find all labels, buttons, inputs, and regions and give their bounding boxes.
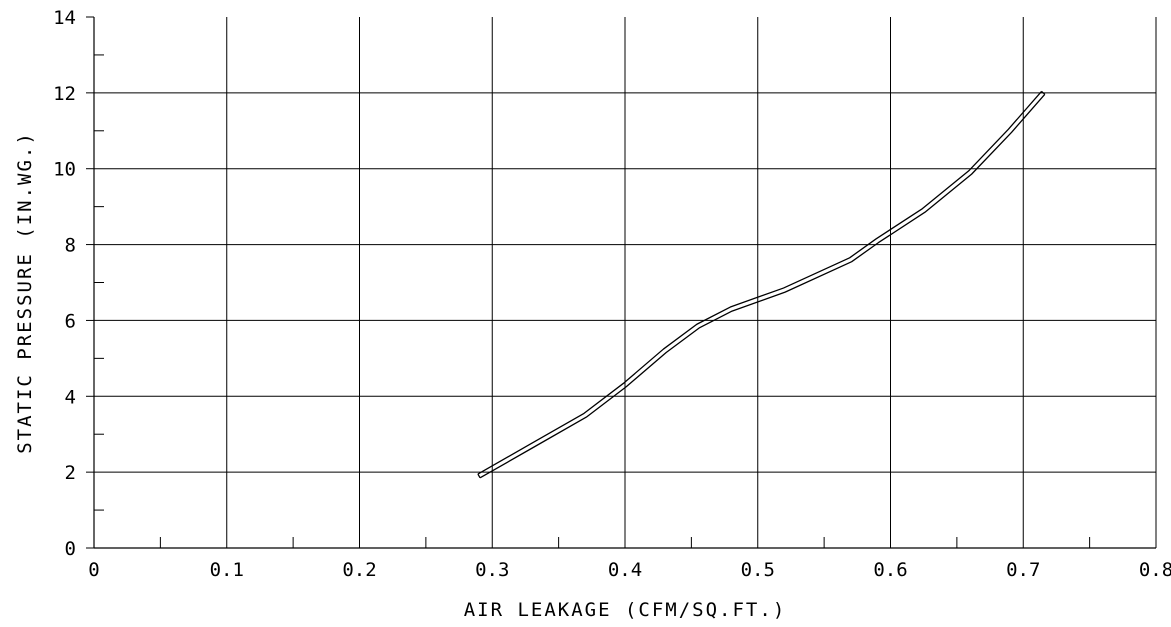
y-tick-label: 2 xyxy=(65,462,76,484)
x-tick-label: 0.8 xyxy=(1139,559,1171,581)
x-tick-label: 0.1 xyxy=(210,559,244,581)
x-tick-label: 0.5 xyxy=(741,559,775,581)
series-line-outer xyxy=(479,93,1046,479)
x-tick-labels: 0 0.1 0.2 0.3 0.4 0.5 0.6 0.7 0.8 xyxy=(88,559,1171,581)
x-axis-title: AIR LEAKAGE (CFM/SQ.FT.) xyxy=(464,599,787,621)
series-layer xyxy=(477,90,1046,479)
y-tick-label: 10 xyxy=(53,159,76,181)
y-tick-label: 4 xyxy=(65,386,76,408)
series-end-cap xyxy=(1041,90,1046,95)
y-tick-label: 6 xyxy=(65,310,76,332)
x-tick-label: 0.7 xyxy=(1006,559,1040,581)
x-tick-label: 0.2 xyxy=(342,559,376,581)
y-tick-label: 12 xyxy=(53,83,76,105)
series-line-inner xyxy=(477,90,1042,475)
x-tick-label: 0.3 xyxy=(475,559,509,581)
minor-ticks xyxy=(94,54,1091,548)
x-tick-label: 0 xyxy=(88,559,99,581)
grid xyxy=(94,17,1157,548)
y-tick-label: 14 xyxy=(53,7,76,29)
y-tick-labels: 0 2 4 6 8 10 12 14 xyxy=(53,7,76,560)
x-tick-label: 0.6 xyxy=(873,559,907,581)
x-tick-label: 0.4 xyxy=(608,559,642,581)
axes xyxy=(86,16,1156,549)
y-tick-label: 8 xyxy=(65,235,76,257)
y-axis-title: STATIC PRESSURE (IN.WG.) xyxy=(14,131,36,454)
series-start-cap xyxy=(477,473,481,479)
y-tick-label: 0 xyxy=(65,538,76,560)
